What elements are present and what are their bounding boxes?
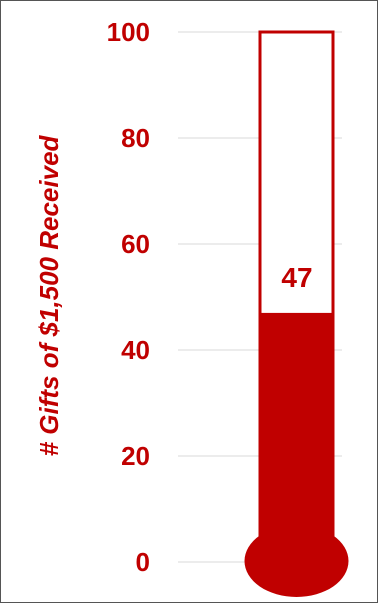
thermometer (244, 30, 349, 597)
value-bar (260, 312, 333, 562)
thermometer-bulb (244, 525, 349, 597)
y-tick-labels: 0 20 40 60 80 100 (107, 17, 150, 577)
value-data-label: 47 (281, 262, 312, 293)
y-tick-label-60: 60 (121, 229, 150, 259)
y-tick-label-0: 0 (136, 547, 150, 577)
y-tick-label-80: 80 (121, 123, 150, 153)
y-tick-label-100: 100 (107, 17, 150, 47)
y-tick-label-40: 40 (121, 335, 150, 365)
y-axis-title: # Gifts of $1,500 Received (34, 134, 64, 456)
y-tick-label-20: 20 (121, 441, 150, 471)
